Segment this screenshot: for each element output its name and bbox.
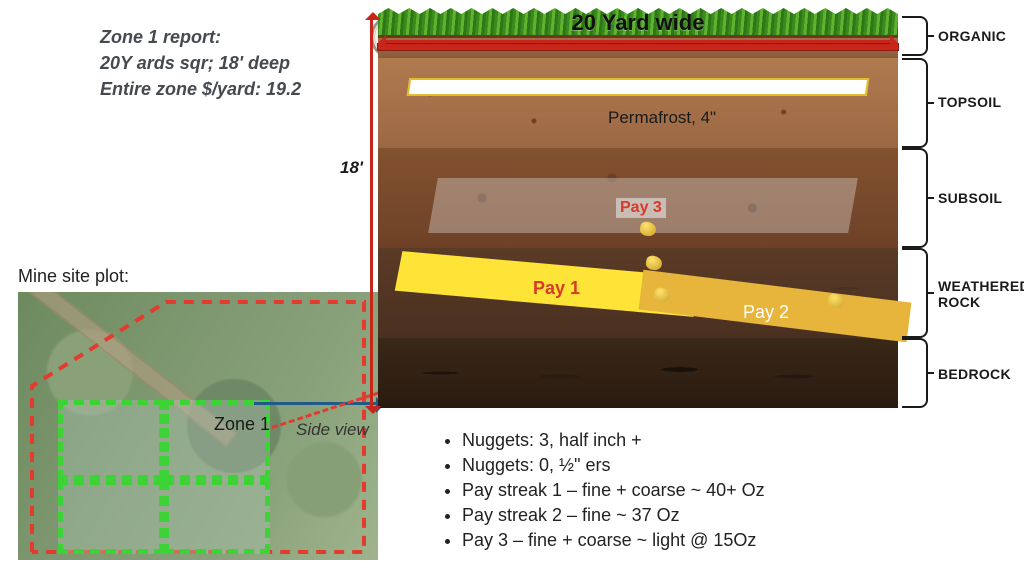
layer-label-organic: ORGANIC (938, 28, 1006, 44)
brace-bedrock (902, 338, 928, 408)
width-dimension (384, 40, 892, 43)
layer-label-bedrock: BEDROCK (938, 366, 1011, 382)
note-item: Pay streak 1 – fine + coarse ~ 40+ Oz (462, 480, 765, 501)
side-view-label: Side view (296, 420, 369, 440)
layer-bedrock (378, 338, 898, 408)
zone-cell (58, 400, 164, 480)
depth-label: 18' (340, 158, 363, 178)
permafrost-layer (407, 78, 870, 96)
plot-title: Mine site plot: (18, 266, 129, 287)
zone-1-label: Zone 1 (214, 414, 270, 435)
report-title: Zone 1 report: (100, 24, 301, 50)
permafrost-label: Permafrost, 4" (608, 108, 716, 128)
pay-2-label: Pay 2 (743, 302, 789, 323)
zone-cell (58, 480, 164, 554)
note-item: Nuggets: 0, ½" ers (462, 455, 765, 476)
note-item: Pay streak 2 – fine ~ 37 Oz (462, 505, 765, 526)
layer-topsoil (378, 58, 898, 148)
zone-cell (164, 480, 270, 554)
note-item: Pay 3 – fine + coarse ~ light @ 15Oz (462, 530, 765, 551)
note-item: Nuggets: 3, half inch + (462, 430, 765, 451)
cross-section: 20 Yard wide 18' Permafrost, 4" Pay 3 Pa… (378, 8, 912, 408)
brace-organic (902, 16, 928, 56)
findings-notes: Nuggets: 3, half inch + Nuggets: 0, ½" e… (438, 430, 765, 555)
layer-label-subsoil: SUBSOIL (938, 190, 1002, 206)
zone-report: Zone 1 report: 20Y ards sqr; 18' deep En… (100, 24, 301, 102)
depth-dimension (370, 18, 373, 408)
layer-label-topsoil: TOPSOIL (938, 94, 1001, 110)
pay-3-label: Pay 3 (616, 198, 666, 218)
width-title: 20 Yard wide (378, 10, 898, 36)
brace-wrock (902, 248, 928, 338)
zone-cell (164, 400, 270, 480)
layer-label-wrock: WEATHERED ROCK (938, 278, 1024, 310)
brace-topsoil (902, 58, 928, 148)
report-line-cost: Entire zone $/yard: 19.2 (100, 76, 301, 102)
brace-subsoil (902, 148, 928, 248)
report-line-dims: 20Y ards sqr; 18' deep (100, 50, 301, 76)
pay-1-label: Pay 1 (533, 278, 580, 299)
width-band (378, 44, 898, 50)
